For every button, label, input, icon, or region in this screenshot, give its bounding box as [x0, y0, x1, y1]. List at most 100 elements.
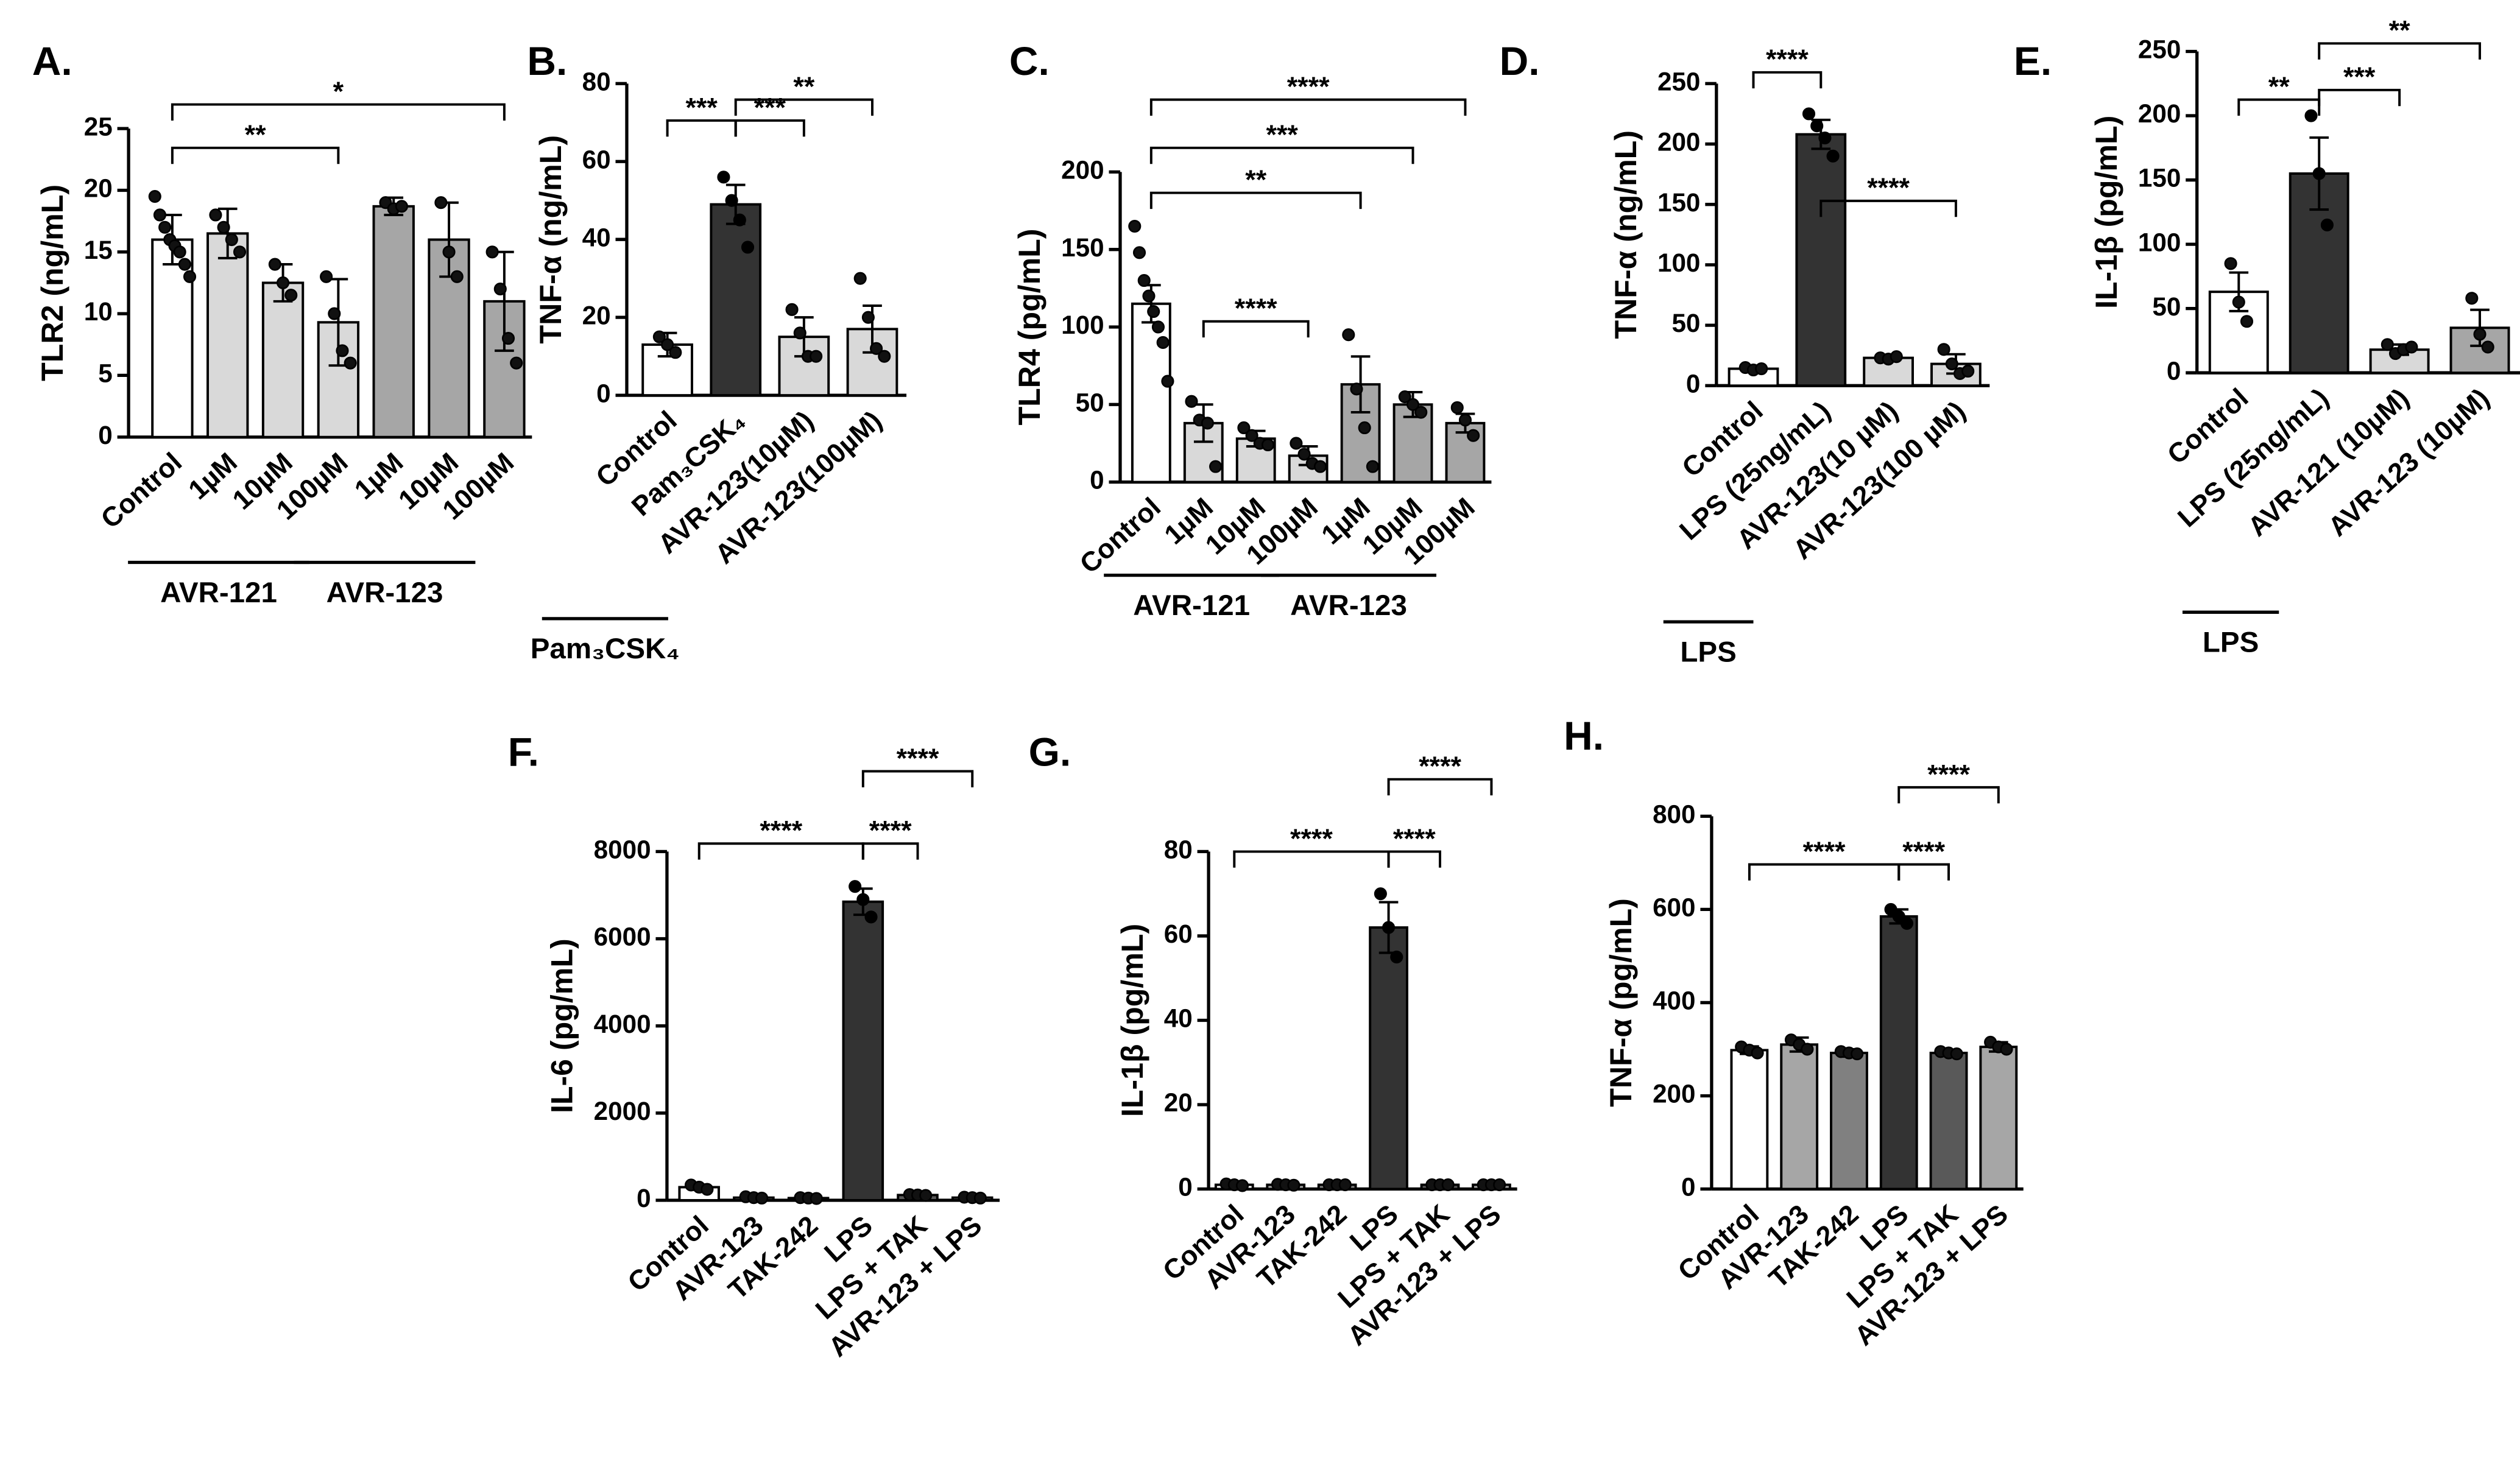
data-point	[2224, 257, 2237, 270]
significance-bracket	[1897, 786, 2000, 804]
data-point	[1414, 406, 1428, 419]
bar	[1795, 133, 1847, 387]
panel-label: C.	[1009, 38, 1050, 83]
data-point	[2232, 295, 2245, 309]
y-tick-label: 200	[1061, 156, 1104, 185]
y-tick-label: 20	[582, 301, 611, 329]
bar	[1780, 1043, 1819, 1191]
data-point	[1890, 350, 1903, 364]
bar	[842, 900, 884, 1201]
y-tick-label: 400	[1653, 987, 1695, 1015]
significance-bracket	[1202, 320, 1310, 338]
y-tick-label: 5	[98, 359, 112, 388]
y-tick-label: 10	[84, 297, 113, 326]
group-label: LPS	[1680, 636, 1736, 668]
significance-bracket	[1233, 850, 1390, 868]
significance-label: **	[793, 71, 814, 102]
y-tick-label: 200	[2138, 99, 2181, 128]
significance-label: ****	[1902, 836, 1945, 867]
significance-label: ****	[869, 815, 912, 846]
data-point	[849, 880, 862, 893]
significance-label: ****	[1419, 750, 1461, 781]
y-tick-label: 150	[2138, 164, 2181, 192]
y-tick-label: 0	[1681, 1173, 1695, 1201]
data-point	[1398, 390, 1411, 404]
data-point	[434, 196, 448, 209]
significance-bracket	[697, 842, 864, 860]
y-tick-label: 800	[1653, 800, 1695, 829]
data-point	[1450, 401, 1464, 414]
data-point	[1851, 1047, 1864, 1061]
bar	[1730, 1049, 1769, 1191]
y-tick-label: 6000	[594, 923, 651, 951]
y-tick-label: 0	[637, 1184, 651, 1212]
significance-bracket	[861, 770, 974, 787]
data-point	[870, 342, 883, 355]
y-tick-label: 50	[2152, 292, 2181, 321]
data-point	[1961, 364, 1975, 378]
y-axis-label: TNF-α (ng/mL)	[1609, 130, 1643, 339]
significance-bracket	[861, 842, 919, 860]
data-point	[741, 241, 755, 254]
significance-bracket	[2318, 42, 2482, 60]
data-point	[442, 245, 456, 259]
data-point	[2405, 340, 2418, 354]
data-point	[1900, 916, 1914, 930]
data-point	[336, 344, 349, 357]
data-point	[1892, 910, 1905, 923]
y-tick-label: 150	[1657, 188, 1700, 217]
y-tick-label: 15	[84, 236, 113, 264]
significance-bracket	[1149, 98, 1467, 116]
data-point	[1201, 417, 1214, 430]
significance-label: ****	[1766, 43, 1809, 74]
data-point	[344, 356, 357, 370]
significance-label: **	[2389, 15, 2410, 46]
y-tick-label: 80	[582, 67, 611, 96]
data-point	[1755, 362, 1768, 376]
data-point	[1342, 328, 1355, 342]
significance-bracket	[1897, 863, 1950, 881]
data-point	[1358, 421, 1371, 435]
y-tick-label: 600	[1653, 893, 1695, 922]
significance-bracket	[2237, 98, 2321, 116]
y-tick-label: 0	[98, 421, 112, 449]
bar	[1369, 926, 1408, 1191]
data-point	[284, 289, 298, 302]
significance-label: ****	[1290, 823, 1333, 854]
data-point	[785, 303, 799, 316]
data-point	[1261, 438, 1275, 452]
data-point	[1493, 1178, 1506, 1192]
data-point	[395, 200, 408, 213]
data-point	[1209, 460, 1223, 473]
data-point	[1826, 149, 1840, 163]
significance-label: ****	[1287, 71, 1330, 102]
bar	[261, 281, 305, 438]
panel-label: F.	[508, 730, 539, 775]
data-point	[2481, 340, 2494, 354]
bar	[206, 232, 249, 438]
data-point	[1338, 1178, 1352, 1192]
data-point	[1142, 289, 1156, 303]
data-point	[2000, 1043, 2013, 1056]
data-point	[1128, 219, 1142, 233]
data-point	[2240, 315, 2254, 328]
data-point	[1235, 1179, 1249, 1192]
data-point	[1945, 357, 1958, 371]
data-point	[148, 190, 161, 203]
bar	[1979, 1046, 2018, 1191]
data-point	[1937, 343, 1950, 356]
x-tick-label: Control	[1073, 491, 1166, 580]
y-tick-label: 8000	[594, 836, 651, 864]
y-tick-label: 200	[1653, 1080, 1695, 1108]
data-point	[661, 338, 674, 351]
group-label: AVR-121	[1133, 589, 1250, 622]
data-point	[701, 1183, 714, 1196]
data-point	[755, 1191, 769, 1205]
y-tick-label: 100	[1657, 248, 1700, 277]
data-point	[510, 356, 523, 370]
y-tick-label: 0	[1178, 1173, 1192, 1201]
data-point	[1161, 375, 1174, 388]
y-tick-label: 80	[1164, 836, 1193, 864]
data-point	[209, 208, 222, 222]
y-tick-label: 0	[1090, 466, 1104, 494]
